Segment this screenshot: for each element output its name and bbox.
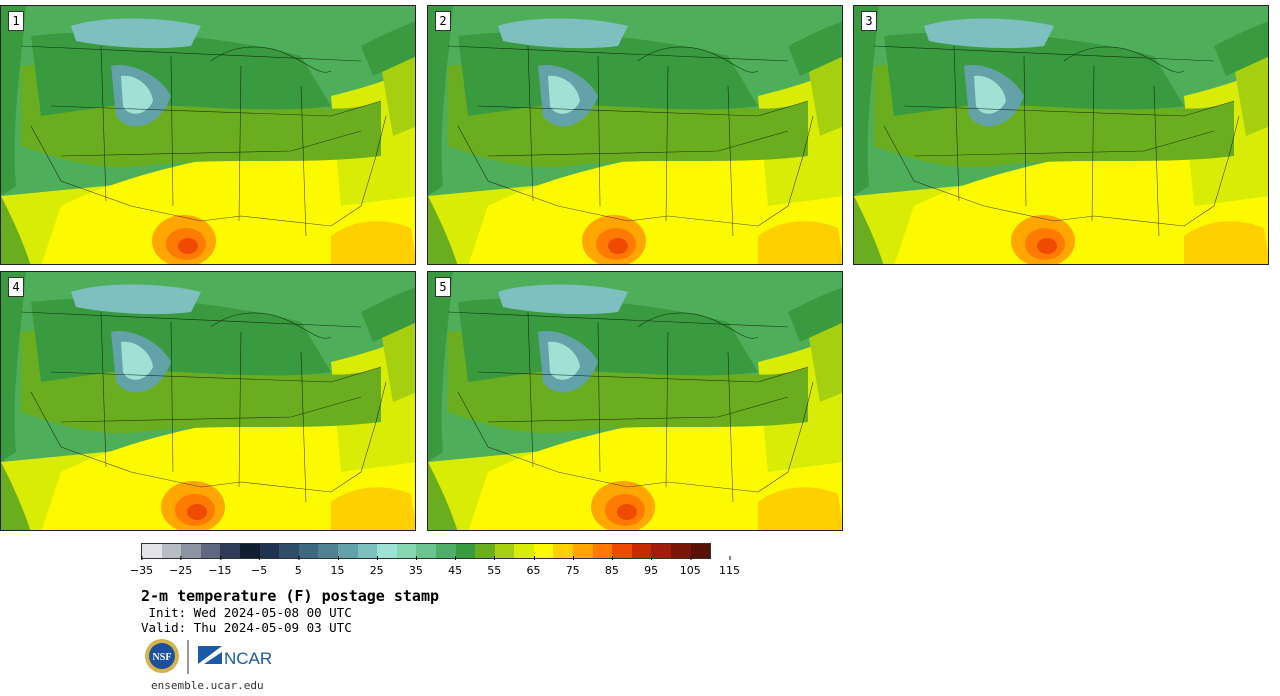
colorbar-swatch <box>553 544 574 558</box>
colorbar-tick: 45 <box>448 556 462 577</box>
colorbar-tick: −15 <box>208 556 232 577</box>
colorbar-tick: 105 <box>680 556 701 577</box>
colorbar-swatch <box>416 544 436 558</box>
colorbar-tick: −35 <box>130 556 153 577</box>
colorbar-tick: 115 <box>719 556 740 577</box>
colorbar-swatch <box>318 544 338 558</box>
panel-label-3: 3 <box>861 11 877 31</box>
temperature-map-5 <box>428 272 842 530</box>
colorbar-swatch <box>475 544 495 558</box>
panel-label-2: 2 <box>435 11 451 31</box>
ncar-logo-icon: NCAR <box>198 646 272 668</box>
colorbar-swatch <box>514 544 534 558</box>
colorbar-tick: 15 <box>331 556 345 577</box>
colorbar-swatch <box>142 544 162 558</box>
temperature-colorbar <box>141 543 712 559</box>
colorbar-swatch <box>435 544 456 558</box>
panel-label-1: 1 <box>8 11 24 31</box>
temperature-map-1 <box>1 6 415 264</box>
colorbar-swatch <box>357 544 378 558</box>
logos: NSF NCAR <box>145 639 272 674</box>
svg-text:NSF: NSF <box>153 652 172 663</box>
postage-stamp-panel-2: 2 <box>427 5 843 265</box>
colorbar-swatch <box>690 544 711 558</box>
colorbar-swatch <box>259 544 280 558</box>
temperature-map-3 <box>854 6 1268 264</box>
temperature-map-2 <box>428 6 842 264</box>
colorbar-swatch <box>200 544 221 558</box>
colorbar-tick: −25 <box>169 556 192 577</box>
colorbar-swatch <box>337 544 358 558</box>
postage-stamp-panel-5: 5 <box>427 271 843 531</box>
colorbar-swatch <box>455 544 476 558</box>
postage-stamp-panel-4: 4 <box>0 271 416 531</box>
colorbar-swatch <box>239 544 260 558</box>
colorbar-tick: 55 <box>487 556 501 577</box>
chart-title: 2-m temperature (F) postage stamp <box>141 587 440 605</box>
colorbar-tick: 95 <box>644 556 658 577</box>
nsf-logo-icon: NSF <box>145 639 179 673</box>
postage-stamp-panel-3: 3 <box>853 5 1269 265</box>
colorbar-tick: 25 <box>370 556 384 577</box>
colorbar-swatch <box>220 544 240 558</box>
colorbar-tick-labels: −35 −25 −15 −5 5 15 25 35 45 55 65 75 85 95 105 115 <box>130 556 755 578</box>
colorbar-swatch <box>592 544 613 558</box>
svg-text:NCAR: NCAR <box>224 649 272 668</box>
colorbar-tick: 65 <box>527 556 541 577</box>
colorbar-swatch <box>671 544 691 558</box>
colorbar-tick: 75 <box>566 556 580 577</box>
colorbar-swatch <box>298 544 319 558</box>
init-time: Init: Wed 2024-05-08 00 UTC <box>141 605 352 620</box>
colorbar-swatch <box>396 544 417 558</box>
temperature-map-4 <box>1 272 415 530</box>
colorbar-swatch <box>181 544 201 558</box>
postage-stamp-panel-1: 1 <box>0 5 416 265</box>
colorbar-swatch <box>377 544 397 558</box>
panel-label-4: 4 <box>8 277 24 297</box>
colorbar-tick: −5 <box>251 556 267 577</box>
colorbar-tick: 35 <box>409 556 423 577</box>
colorbar-swatch <box>631 544 652 558</box>
colorbar-swatch <box>494 544 515 558</box>
colorbar-swatch <box>533 544 554 558</box>
colorbar-swatch <box>651 544 672 558</box>
panel-label-5: 5 <box>435 277 451 297</box>
colorbar-swatch <box>279 544 299 558</box>
source-url: ensemble.ucar.edu <box>151 679 264 692</box>
colorbar-swatch <box>161 544 182 558</box>
colorbar-tick: 5 <box>295 556 302 577</box>
colorbar-swatch <box>573 544 593 558</box>
colorbar-tick: 85 <box>605 556 619 577</box>
colorbar-swatch <box>612 544 632 558</box>
valid-time: Valid: Thu 2024-05-09 03 UTC <box>141 620 352 635</box>
